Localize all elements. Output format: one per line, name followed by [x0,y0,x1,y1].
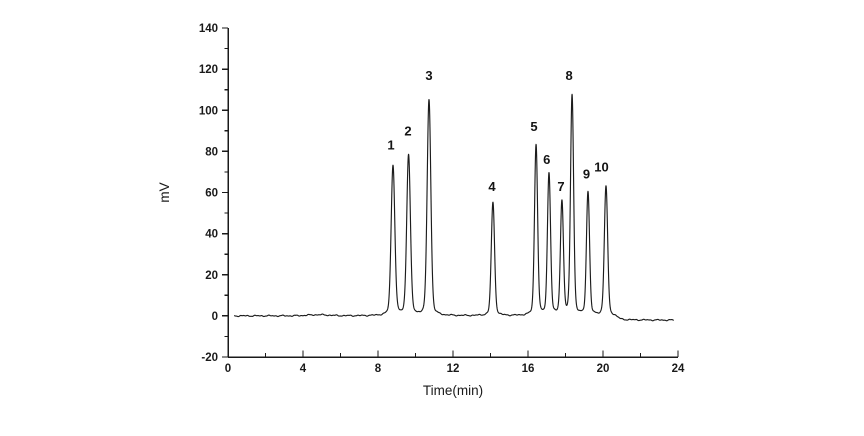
y-axis-title: mV [157,182,172,202]
y-tick-label: 60 [205,188,218,200]
signal-trace [233,93,674,322]
y-tick-label: -20 [201,352,218,364]
x-tick-label: 20 [597,363,610,375]
peak-label: 1 [387,138,394,153]
peak-label: 7 [557,179,564,194]
peak-label: 10 [594,159,608,174]
x-tick-label: 0 [225,363,231,375]
peak-label: 8 [565,68,572,83]
y-tick-label: 20 [205,270,218,282]
y-tick-label: 120 [199,64,218,76]
y-tick-label: 140 [199,23,218,35]
y-tick-label: 40 [205,229,218,241]
y-tick-label: 100 [199,105,218,117]
y-tick-label: 0 [212,311,218,323]
x-tick-label: 16 [522,363,535,375]
peak-label: 3 [425,68,432,83]
x-tick-label: 8 [375,363,382,375]
peak-label: 4 [488,179,496,194]
peak-label: 6 [543,152,550,167]
x-axis-title: Time(min) [423,383,483,398]
y-tick-label: 80 [205,146,218,158]
peak-label: 2 [404,123,411,138]
x-tick-label: 24 [672,363,685,375]
x-tick-label: 12 [447,363,460,375]
peak-label: 9 [583,166,590,181]
peak-label: 5 [530,119,537,134]
x-tick-label: 4 [300,363,307,375]
